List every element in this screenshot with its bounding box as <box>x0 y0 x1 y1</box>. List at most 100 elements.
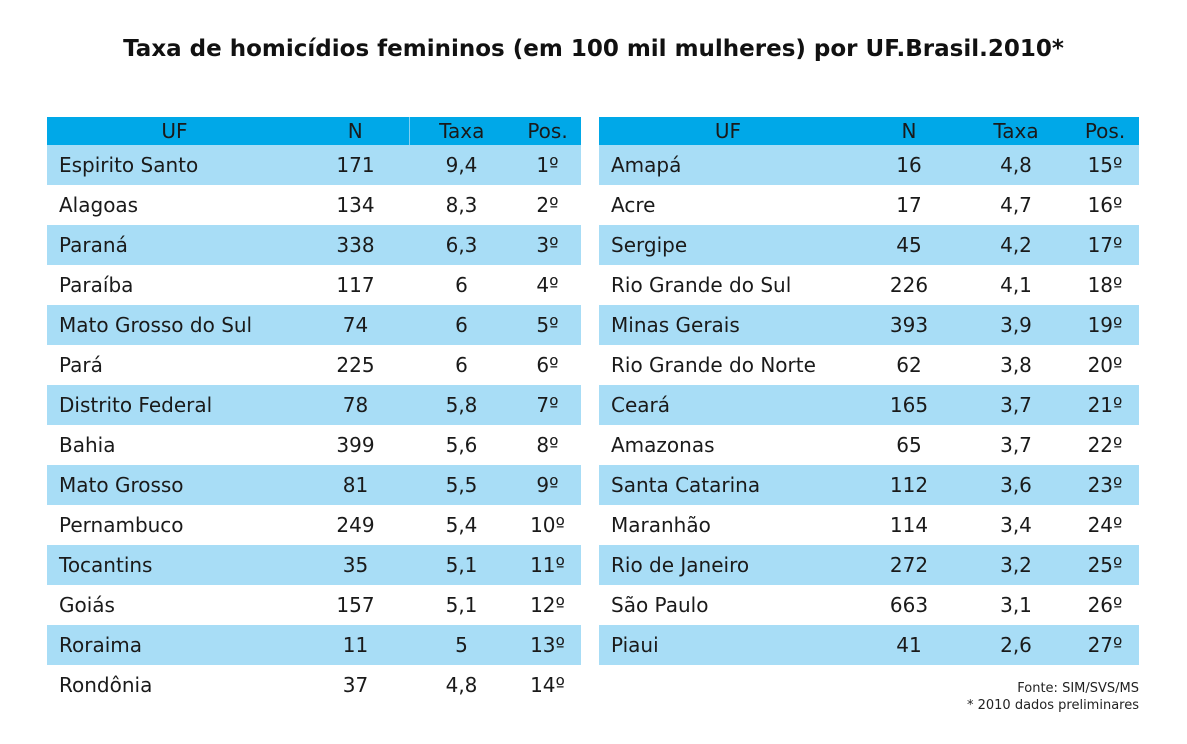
table-header-row: UF N Taxa Pos. <box>47 117 581 145</box>
header-taxa: Taxa <box>408 117 514 145</box>
cell-taxa: 5,1 <box>409 545 514 585</box>
table-row: Rio Grande do Sul 226 4,1 18º <box>599 265 1139 305</box>
cell-n: 35 <box>302 545 409 585</box>
cell-pos: 10º <box>530 513 565 537</box>
cell-taxa: 3,6 <box>961 465 1071 505</box>
cell-pos: 16º <box>1087 193 1123 217</box>
cell-uf: Amazonas <box>611 433 715 457</box>
cell-uf: Santa Catarina <box>599 465 857 505</box>
cell-n: 62 <box>896 353 922 377</box>
source-note: Fonte: SIM/SVS/MS * 2010 dados prelimina… <box>967 680 1139 714</box>
table-row: São Paulo 663 3,1 26º <box>599 585 1139 625</box>
cell-uf: Ceará <box>599 385 857 425</box>
cell-taxa: 9,4 <box>409 145 514 185</box>
header-uf: UF <box>47 117 302 145</box>
cell-pos: 9º <box>514 465 581 505</box>
cell-n: 393 <box>857 305 961 345</box>
cell-n: 65 <box>896 433 922 457</box>
cell-taxa: 6,3 <box>409 225 514 265</box>
cell-taxa: 5 <box>409 625 514 665</box>
cell-taxa: 6 <box>455 273 468 297</box>
cell-n: 226 <box>889 273 929 297</box>
cell-uf: Paraíba <box>59 273 134 297</box>
table-row: Alagoas 134 8,3 2º <box>47 185 581 225</box>
cell-taxa: 5,1 <box>445 593 478 617</box>
cell-n: 78 <box>302 385 409 425</box>
cell-pos: 21º <box>1071 385 1139 425</box>
table-row: Acre 17 4,7 16º <box>599 185 1139 225</box>
cell-pos: 2º <box>536 193 559 217</box>
cell-uf: Tocantins <box>47 545 302 585</box>
cell-uf: Rio Grande do Norte <box>611 353 816 377</box>
cell-n: 272 <box>857 545 961 585</box>
cell-pos: 23º <box>1071 465 1139 505</box>
cell-n: 165 <box>857 385 961 425</box>
cell-pos: 26º <box>1087 593 1123 617</box>
cell-uf: Amapá <box>599 145 857 185</box>
chart-title: Taxa de homicídios femininos (em 100 mil… <box>123 36 1064 62</box>
cell-n: 157 <box>336 593 375 617</box>
cell-taxa: 3,7 <box>961 385 1071 425</box>
cell-pos: 5º <box>514 305 581 345</box>
cell-taxa: 6 <box>409 305 514 345</box>
cell-uf: Alagoas <box>59 193 139 217</box>
cell-n: 117 <box>336 273 375 297</box>
table-row: Amapá 16 4,8 15º <box>599 145 1139 185</box>
cell-taxa: 3,1 <box>1000 593 1032 617</box>
header-n: N <box>302 117 409 145</box>
cell-uf: Piaui <box>599 625 857 665</box>
cell-pos: 27º <box>1071 625 1139 665</box>
cell-pos: 24º <box>1087 513 1123 537</box>
cell-uf: Paraná <box>47 225 302 265</box>
cell-uf: Bahia <box>59 433 116 457</box>
table-body-left: Espirito Santo 171 9,4 1º Alagoas 134 8,3 2º Par… <box>47 145 581 705</box>
table-row: Rio Grande do Norte 62 3,8 20º <box>599 345 1139 385</box>
cell-pos: 15º <box>1071 145 1139 185</box>
table-row: Mato Grosso 81 5,5 9º <box>47 465 581 505</box>
cell-uf: Minas Gerais <box>599 305 857 345</box>
cell-taxa: 3,7 <box>1000 433 1032 457</box>
cell-uf: Espirito Santo <box>47 145 302 185</box>
cell-pos: 19º <box>1071 305 1139 345</box>
cell-uf: Roraima <box>47 625 302 665</box>
cell-uf: Goiás <box>59 593 115 617</box>
cell-uf: Rio de Janeiro <box>599 545 857 585</box>
header-n: N <box>857 117 961 145</box>
table-row: Distrito Federal 78 5,8 7º <box>47 385 581 425</box>
cell-n: 41 <box>857 625 961 665</box>
table-row: Amazonas 65 3,7 22º <box>599 425 1139 465</box>
cell-taxa: 5,6 <box>445 433 478 457</box>
table-row: Ceará 165 3,7 21º <box>599 385 1139 425</box>
cell-uf: Acre <box>611 193 656 217</box>
cell-n: 134 <box>336 193 375 217</box>
cell-n: 249 <box>336 513 375 537</box>
table-row: Rio de Janeiro 272 3,2 25º <box>599 545 1139 585</box>
cell-n: 225 <box>336 353 375 377</box>
table-header-row: UF N Taxa Pos. <box>599 117 1139 145</box>
cell-n: 45 <box>857 225 961 265</box>
cell-taxa: 2,6 <box>961 625 1071 665</box>
table-row: Tocantins 35 5,1 11º <box>47 545 581 585</box>
table-row: Goiás 157 5,1 12º <box>47 585 581 625</box>
table-row: Paraíba 117 6 4º <box>47 265 581 305</box>
cell-taxa: 4,7 <box>1000 193 1032 217</box>
cell-taxa: 4,8 <box>445 673 478 697</box>
cell-n: 81 <box>302 465 409 505</box>
cell-n: 11 <box>302 625 409 665</box>
table-row: Santa Catarina 112 3,6 23º <box>599 465 1139 505</box>
table-row: Pará 225 6 6º <box>47 345 581 385</box>
cell-pos: 20º <box>1087 353 1123 377</box>
source-line: Fonte: SIM/SVS/MS <box>1017 681 1139 696</box>
cell-pos: 3º <box>514 225 581 265</box>
table-row: Piaui 41 2,6 27º <box>599 625 1139 665</box>
cell-taxa: 3,4 <box>1000 513 1032 537</box>
cell-uf: São Paulo <box>611 593 709 617</box>
cell-taxa: 4,8 <box>961 145 1071 185</box>
cell-n: 399 <box>336 433 375 457</box>
ranking-table-left: UF N Taxa Pos. Espirito Santo 171 9,4 1º Ala… <box>47 117 581 705</box>
cell-taxa: 3,8 <box>1000 353 1032 377</box>
cell-pos: 6º <box>536 353 559 377</box>
table-row: Sergipe 45 4,2 17º <box>599 225 1139 265</box>
cell-n: 338 <box>302 225 409 265</box>
cell-n: 171 <box>302 145 409 185</box>
